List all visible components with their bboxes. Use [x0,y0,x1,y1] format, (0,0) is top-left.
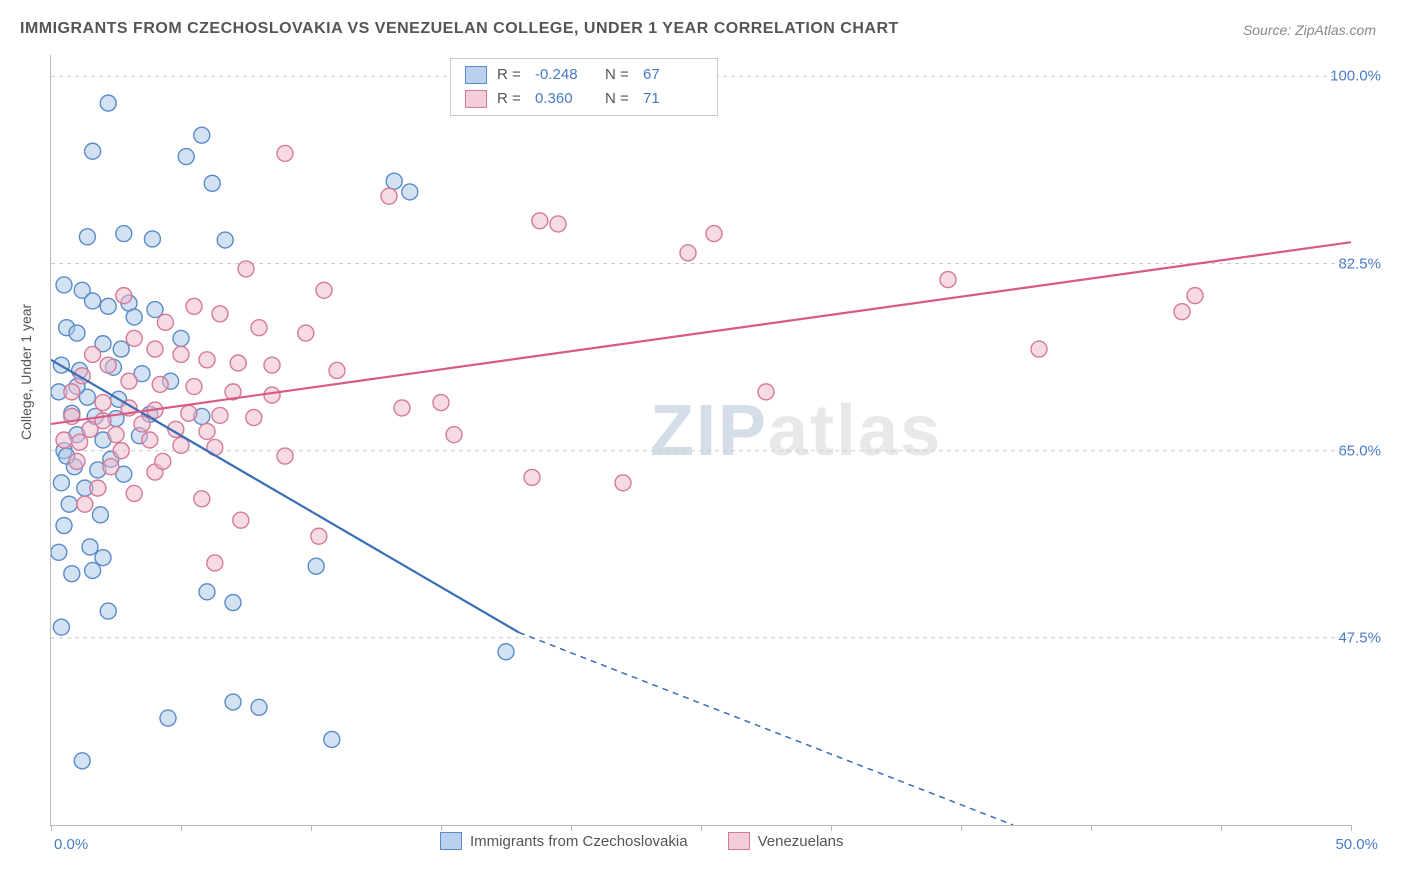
bottom-legend-venezuelan: Venezuelans [728,832,844,850]
x-tick [831,825,832,831]
swatch-pink [465,90,487,108]
y-axis-label: College, Under 1 year [18,304,34,440]
legend-row-venezuelan: R = 0.360 N = 71 [465,87,703,111]
bottom-legend: Immigrants from Czechoslovakia Venezuela… [440,832,843,850]
x-min-label: 0.0% [54,836,88,853]
bottom-legend-czech: Immigrants from Czechoslovakia [440,832,688,850]
x-tick [51,825,52,831]
swatch-blue [465,66,487,84]
plot-svg [51,55,1351,825]
x-tick [1091,825,1092,831]
plot-area [50,55,1351,826]
swatch-pink-icon [728,832,750,850]
swatch-blue-icon [440,832,462,850]
x-tick [701,825,702,831]
x-tick [571,825,572,831]
x-tick [441,825,442,831]
x-tick [1351,825,1352,831]
stat-legend: R = -0.248 N = 67 R = 0.360 N = 71 [450,58,718,116]
x-max-label: 50.0% [1335,836,1378,853]
chart-container: IMMIGRANTS FROM CZECHOSLOVAKIA VS VENEZU… [0,0,1406,892]
chart-title: IMMIGRANTS FROM CZECHOSLOVAKIA VS VENEZU… [20,20,899,38]
chart-source: Source: ZipAtlas.com [1243,22,1376,38]
x-tick [961,825,962,831]
legend-row-czech: R = -0.248 N = 67 [465,63,703,87]
x-tick [311,825,312,831]
x-tick [181,825,182,831]
x-tick [1221,825,1222,831]
